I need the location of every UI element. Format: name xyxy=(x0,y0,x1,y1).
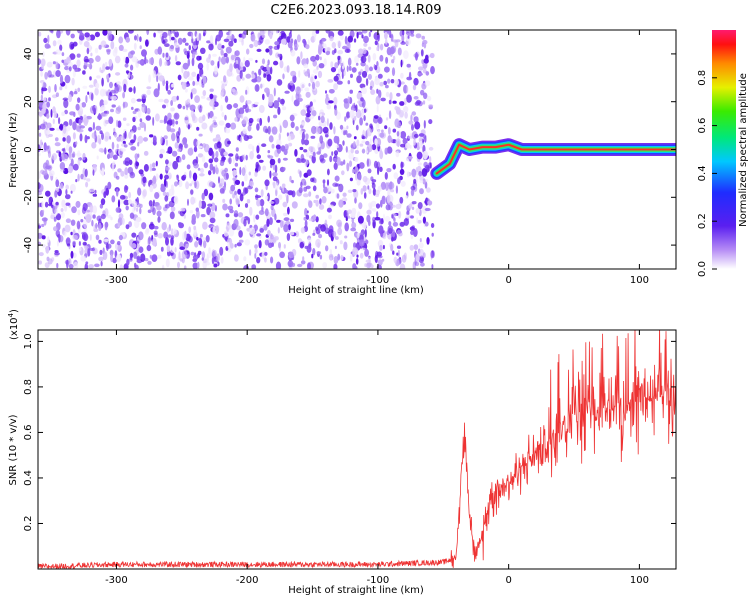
snr-line xyxy=(38,330,676,569)
snr-xtick-label: 0 xyxy=(505,575,511,586)
signal-track xyxy=(430,138,676,180)
svg-text:(x104): (x104) xyxy=(7,309,20,340)
snr-scale-label: (x104) xyxy=(7,309,20,340)
snr-scale-close: ) xyxy=(9,309,20,313)
colorbar-tick-label: 0.0 xyxy=(697,261,708,277)
spec-ytick-label: -40 xyxy=(23,237,34,253)
spec-xtick-label: -300 xyxy=(105,275,128,286)
snr-xtick-label: -300 xyxy=(105,575,128,586)
colorbar-gradient xyxy=(712,30,736,269)
snr-xlabel: Height of straight line (km) xyxy=(288,585,424,596)
snr-ticks: -300 -200 -100 0 100 0.2 0.4 0.6 0.8 1.0 xyxy=(23,330,676,586)
colorbar-tick-label: 0.6 xyxy=(697,118,708,134)
snr-ytick-label: 0.2 xyxy=(23,516,34,532)
snr-ytick-label: 0.6 xyxy=(23,424,34,440)
snr-panel: -300 -200 -100 0 100 0.2 0.4 0.6 0.8 1.0 Height o… xyxy=(7,309,677,596)
spec-ytick-label: -20 xyxy=(23,189,34,205)
snr-ylabel: SNR (10 * v/v) xyxy=(8,414,19,485)
snr-xtick-label: -100 xyxy=(367,575,390,586)
snr-xtick-label: -200 xyxy=(236,575,259,586)
colorbar-tick-label: 0.4 xyxy=(697,165,708,181)
snr-ytick-label: 0.8 xyxy=(23,379,34,395)
snr-scale-prefix: (x10 xyxy=(9,317,20,340)
colorbar-tick-label: 0.8 xyxy=(697,70,708,86)
spec-ytick-label: 40 xyxy=(23,48,34,61)
spec-ytick-label: 20 xyxy=(23,95,34,108)
colorbar-ticks: 0.0 0.2 0.4 0.6 0.8 xyxy=(697,70,717,277)
snr-ytick-label: 0.4 xyxy=(23,470,34,486)
spectrogram-xlabel: Height of straight line (km) xyxy=(288,285,424,296)
spec-ytick-label: 0 xyxy=(23,146,34,152)
spectrogram-image xyxy=(38,30,676,269)
spec-xtick-label: -200 xyxy=(236,275,259,286)
spec-xtick-label: -100 xyxy=(367,275,390,286)
snr-ytick-label: 1.0 xyxy=(23,333,34,349)
colorbar-label: Normalized spectral amplitude xyxy=(738,73,749,227)
colorbar: 0.0 0.2 0.4 0.6 0.8 Normalized spectral ampl… xyxy=(697,30,749,277)
figure-title: C2E6.2023.093.18.14.R09 xyxy=(270,3,441,18)
colorbar-tick-label: 0.2 xyxy=(697,213,708,229)
snr-xtick-label: 100 xyxy=(630,575,649,586)
signal-track-band-4 xyxy=(435,143,676,175)
spectrogram-noise xyxy=(38,30,435,269)
snr-frame xyxy=(37,329,677,570)
snr-plot-area xyxy=(38,330,676,569)
spectrogram-ylabel: Frequency (Hz) xyxy=(8,112,19,188)
spec-xtick-label: 0 xyxy=(505,275,511,286)
spec-xtick-label: 100 xyxy=(630,275,649,286)
snr-scale-exp: 4 xyxy=(7,312,15,317)
